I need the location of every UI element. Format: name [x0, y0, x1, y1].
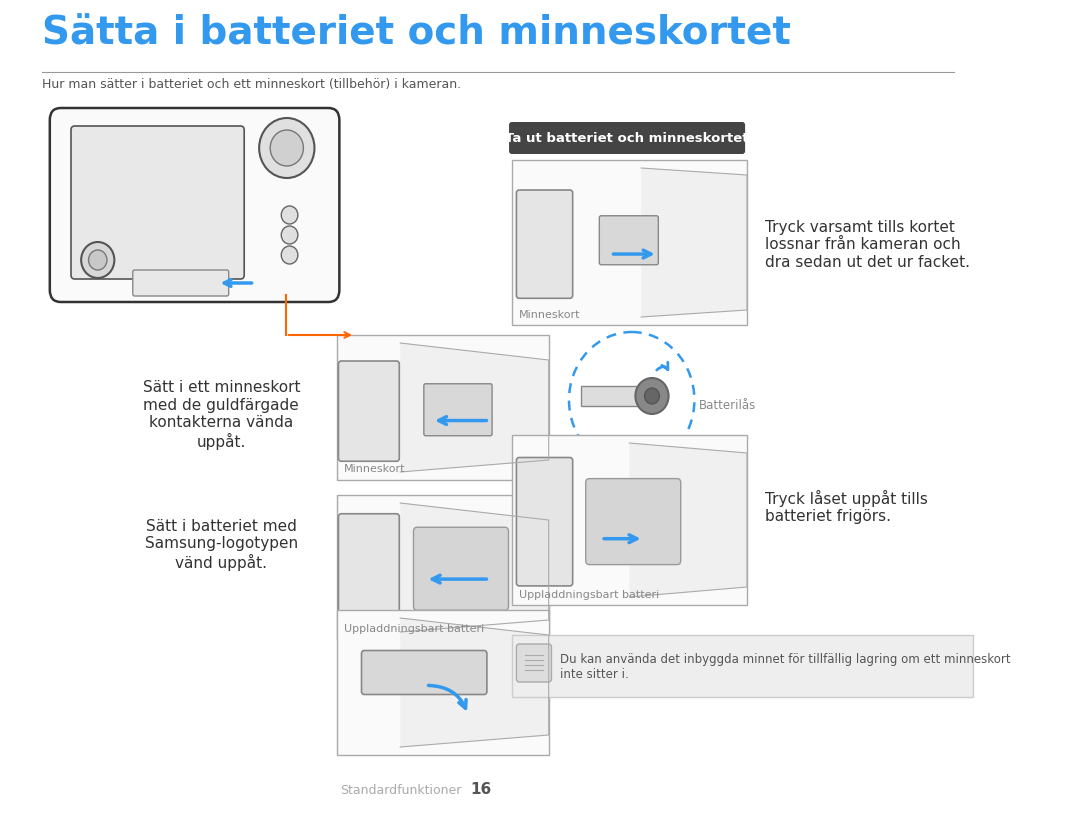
Bar [337, 610, 549, 755]
FancyBboxPatch shape [423, 384, 492, 436]
FancyBboxPatch shape [50, 108, 339, 302]
Text: Ta ut batteriet och minneskortet: Ta ut batteriet och minneskortet [505, 131, 748, 144]
Circle shape [270, 130, 303, 166]
FancyBboxPatch shape [42, 100, 347, 320]
FancyBboxPatch shape [338, 361, 400, 461]
Text: Du kan använda det inbyggda minnet för tillfällig lagring om ett minneskort
inte: Du kan använda det inbyggda minnet för t… [559, 653, 1011, 681]
Text: Uppladdningsbart batteri: Uppladdningsbart batteri [519, 590, 660, 600]
Circle shape [281, 226, 298, 244]
FancyBboxPatch shape [516, 644, 552, 682]
Circle shape [281, 206, 298, 224]
Text: Minneskort: Minneskort [519, 310, 581, 320]
Circle shape [81, 242, 114, 278]
Text: Tryck varsamt tills kortet
lossnar från kameran och
dra sedan ut det ur facket.: Tryck varsamt tills kortet lossnar från … [766, 220, 971, 270]
FancyBboxPatch shape [509, 122, 745, 154]
Circle shape [259, 118, 314, 178]
Text: Sätt i batteriet med
Samsung-logotypen
vänd uppåt.: Sätt i batteriet med Samsung-logotypen v… [145, 519, 298, 571]
Text: Uppladdningsbart batteri: Uppladdningsbart batteri [343, 624, 484, 634]
Text: Sätt i ett minneskort
med de guldfärgade
kontakterna vända
uppåt.: Sätt i ett minneskort med de guldfärgade… [143, 380, 300, 450]
Circle shape [89, 250, 107, 270]
FancyBboxPatch shape [71, 126, 244, 279]
FancyBboxPatch shape [599, 216, 659, 265]
FancyBboxPatch shape [338, 513, 400, 624]
Circle shape [281, 246, 298, 264]
Circle shape [645, 388, 660, 404]
FancyBboxPatch shape [516, 190, 572, 298]
Polygon shape [642, 168, 747, 317]
Circle shape [635, 378, 669, 414]
Text: Sätta i batteriet och minneskortet: Sätta i batteriet och minneskortet [42, 14, 792, 52]
Text: Tryck låset uppåt tills
batteriet frigörs.: Tryck låset uppåt tills batteriet frigör… [766, 490, 929, 524]
FancyBboxPatch shape [133, 270, 229, 296]
Polygon shape [401, 503, 549, 632]
FancyBboxPatch shape [362, 650, 487, 694]
Text: Hur man sätter i batteriet och ett minneskort (tillbehör) i kameran.: Hur man sätter i batteriet och ett minne… [42, 78, 461, 91]
Bar [512, 160, 747, 325]
Bar [512, 435, 747, 605]
Polygon shape [401, 343, 549, 472]
Bar [581, 386, 640, 406]
Bar [337, 495, 549, 640]
Polygon shape [630, 443, 747, 597]
Text: Batterilås: Batterilås [699, 399, 756, 412]
Text: Minneskort: Minneskort [343, 464, 405, 474]
FancyBboxPatch shape [585, 478, 680, 565]
Text: Standardfunktioner: Standardfunktioner [340, 783, 461, 796]
FancyBboxPatch shape [414, 527, 509, 610]
Polygon shape [401, 618, 549, 747]
Bar [337, 335, 549, 480]
Text: 16: 16 [470, 782, 491, 798]
Bar [512, 635, 973, 697]
FancyBboxPatch shape [516, 457, 572, 586]
